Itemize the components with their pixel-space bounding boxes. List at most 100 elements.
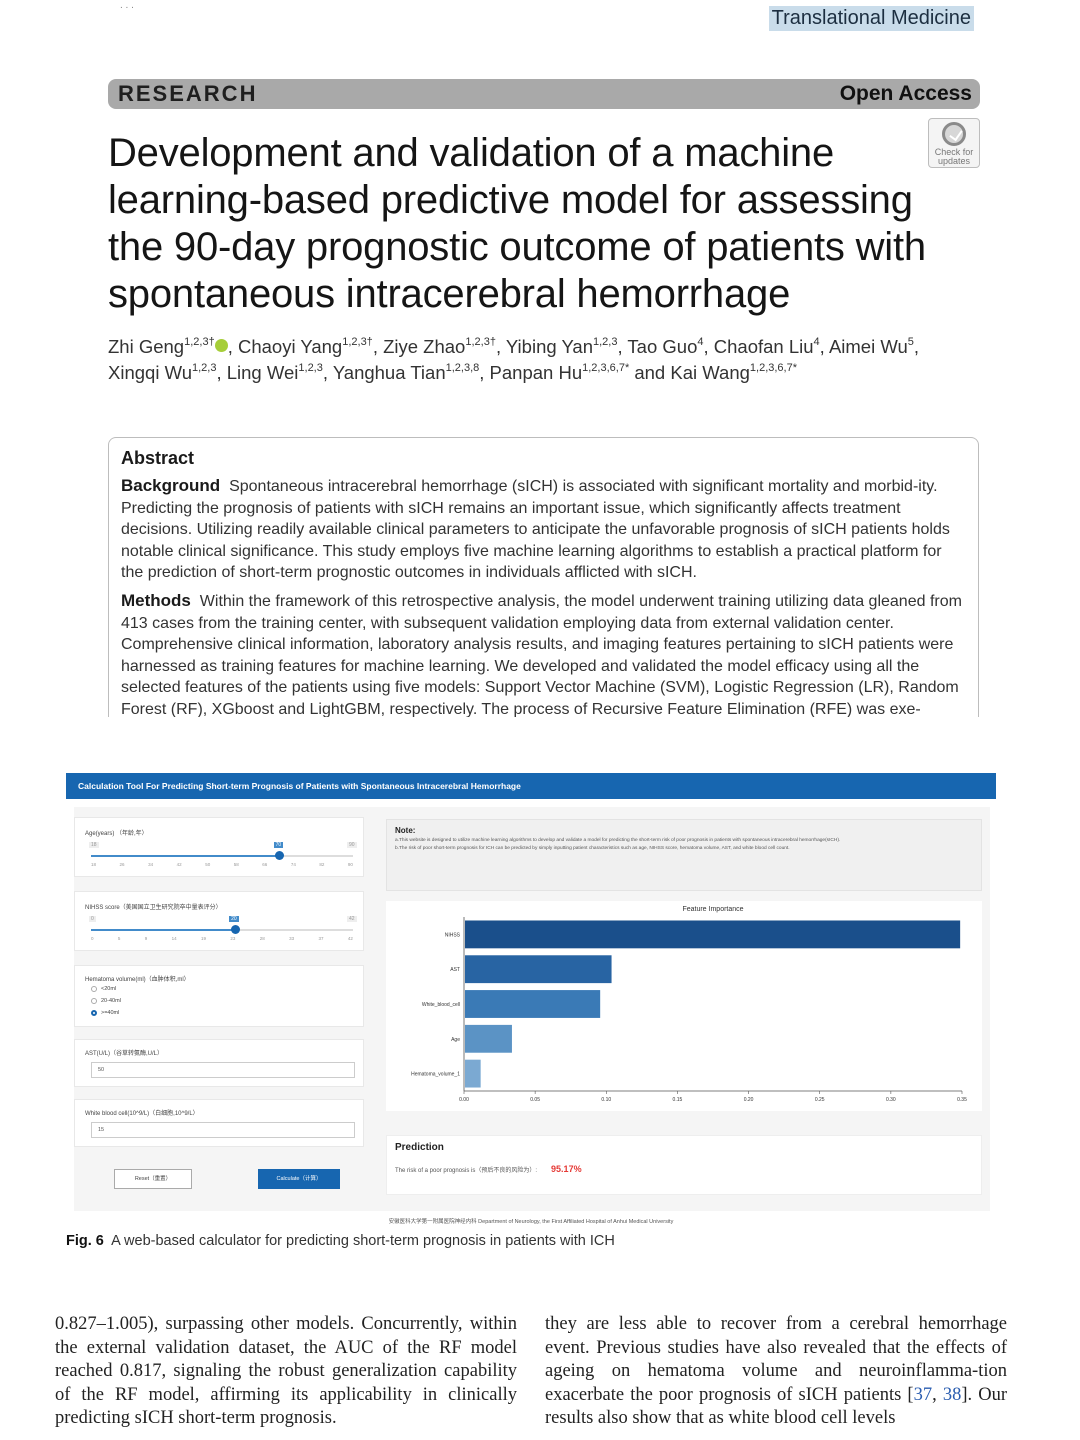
background-text: Spontaneous intracerebral hemorrhage (sI…	[121, 478, 950, 582]
section-label: RESEARCH	[118, 81, 258, 106]
author-name[interactable]: Tao Guo	[627, 336, 698, 357]
author-affiliation: 1,2,3	[593, 336, 618, 348]
methods-label: Methods	[121, 590, 191, 610]
author-name[interactable]: Zhi Geng	[108, 336, 185, 357]
orcid-icon[interactable]	[214, 339, 228, 352]
author-affiliation: 1,2,3†	[342, 336, 373, 348]
slider-tick: 42	[347, 936, 353, 941]
prediction-value: 95.17%	[551, 1164, 582, 1174]
slider-tick: 58	[233, 862, 239, 867]
check-updates-label: Check for updates	[934, 147, 974, 166]
chart-category-label: NIHSS	[445, 932, 461, 938]
wbc-card: White blood cell(10^9/L)（白细胞,10^9/L） 15	[74, 1099, 364, 1147]
calculator-body: Age(years) （年龄,年） 18 90 70 18 26 34 42 50 58 6…	[74, 807, 990, 1211]
author-affiliation: 5	[907, 336, 914, 348]
author-name[interactable]: Ziye Zhao	[383, 336, 466, 357]
chart-x-tick-label: 0.30	[886, 1097, 896, 1103]
article-title: Development and validation of a machine …	[108, 131, 926, 316]
slider-tick: 42	[176, 862, 182, 867]
abstract-box: Abstract Background Spontaneous intracer…	[108, 437, 979, 717]
hematoma-option-label: <20ml	[101, 986, 117, 992]
chart-bar	[465, 990, 601, 1018]
note-box: Note: a.This website is designed to util…	[386, 819, 982, 891]
author-affiliation: 1,2,3†	[465, 336, 496, 348]
prediction-heading: Prediction	[395, 1142, 444, 1153]
note-heading: Note:	[395, 826, 416, 835]
chart-x-tick-label: 0.20	[744, 1097, 754, 1103]
nihss-ticks: 0 5 9 14 19 23 28 33 37 42	[91, 936, 353, 942]
reset-button[interactable]: Reset（重置）	[114, 1169, 192, 1189]
author-name[interactable]: Xingqi Wu	[108, 362, 192, 383]
author-name[interactable]: Chaoyi Yang	[237, 336, 343, 357]
author-name[interactable]: Aimei Wu	[828, 336, 908, 357]
calculator-app-title: Calculation Tool For Predicting Short-te…	[66, 773, 996, 799]
author-name[interactable]: Ling Wei	[226, 362, 299, 383]
slider-tick: 66	[262, 862, 268, 867]
wbc-label: White blood cell(10^9/L)（白细胞,10^9/L）	[85, 1111, 199, 1117]
author-affiliation: 1,2,3†	[184, 336, 215, 348]
caption-label: Fig. 6	[66, 1233, 104, 1249]
feature-importance-chart-area: Feature Importance NIHSS AST White_blood_ce…	[386, 901, 982, 1111]
nihss-min: 0	[89, 916, 96, 922]
journal-name[interactable]: Translational Medicine	[768, 6, 974, 31]
hematoma-option[interactable]: >=40ml	[91, 1010, 119, 1016]
author-affiliation: 1,2,3	[298, 362, 323, 374]
hematoma-option[interactable]: 20-40ml	[91, 998, 121, 1004]
background-label: Background	[121, 476, 221, 495]
wbc-input[interactable]: 15	[91, 1122, 355, 1138]
note-b: b.The risk of poor short-term prognosis …	[395, 846, 790, 851]
age-label: Age(years) （年龄,年）	[85, 831, 148, 837]
chart-x-tick-label: 0.15	[673, 1097, 683, 1103]
radio-icon[interactable]	[91, 986, 97, 992]
nihss-slider-fill	[91, 929, 236, 931]
check-for-updates-badge[interactable]: Check for updates	[928, 118, 980, 168]
author-affiliation: 4	[813, 336, 820, 348]
body-column-left: 0.827–1.005), surpassing other models. C…	[55, 1314, 517, 1429]
author-affiliation: 1,2,3,6,7*	[749, 362, 797, 374]
body-right-text-2: ]. Our results also show that as white b…	[545, 1384, 1008, 1429]
age-card: Age(years) （年龄,年） 18 90 70 18 26 34 42 50 58 6…	[74, 817, 364, 877]
slider-tick: 82	[319, 862, 325, 867]
slider-tick: 9	[144, 936, 148, 941]
calculate-button[interactable]: Calculate（计算）	[258, 1169, 340, 1189]
ast-card: AST(U/L)（谷草转氨酶,U/L） 50	[74, 1039, 364, 1087]
age-slider-handle[interactable]	[275, 851, 285, 860]
radio-icon[interactable]	[91, 1010, 97, 1016]
check-updates-icon	[942, 122, 966, 146]
slider-tick: 74	[290, 862, 296, 867]
author-name[interactable]: Panpan Hu	[489, 362, 583, 383]
prediction-box: Prediction The risk of a poor prognosis …	[386, 1135, 982, 1195]
chart-title: Feature Importance	[682, 906, 743, 913]
age-max: 90	[347, 842, 357, 848]
slider-tick: 19	[201, 936, 207, 941]
hematoma-option-label: 20-40ml	[101, 998, 121, 1004]
hematoma-card: Hematoma volume(ml)（血肿体积,ml） <20ml 20-40m…	[74, 965, 364, 1027]
figure-caption: Fig. 6 A web-based calculator for predic…	[66, 1233, 615, 1249]
author-name[interactable]: Yanghua Tian	[332, 362, 446, 383]
author-name[interactable]: Kai Wang	[670, 362, 750, 383]
chart-x-tick-label: 0.25	[815, 1097, 825, 1103]
chart-bar	[465, 955, 612, 984]
slider-tick: 34	[148, 862, 154, 867]
reference-link-37[interactable]: 37	[913, 1384, 933, 1405]
ast-input[interactable]: 50	[91, 1062, 355, 1078]
feature-importance-chart: Feature Importance NIHSS AST White_blood_ce…	[411, 906, 967, 1103]
body-right-text-1: they are less able to recover from a cer…	[545, 1314, 1007, 1405]
nihss-max: 42	[347, 916, 357, 922]
nihss-label: NIHSS score（美国国立卫生研究院卒中量表评分）	[85, 905, 222, 911]
author-affiliation: 1,2,3,8	[445, 362, 480, 374]
author-name[interactable]: Yibing Yan	[505, 336, 593, 357]
age-slider-fill	[91, 855, 280, 857]
slider-tick: 50	[205, 862, 211, 867]
section-bar: RESEARCH Open Access	[108, 79, 980, 109]
hematoma-option[interactable]: <20ml	[91, 986, 116, 992]
radio-icon[interactable]	[91, 998, 97, 1004]
author-name[interactable]: Chaofan Liu	[713, 336, 814, 357]
nihss-slider-handle[interactable]	[230, 925, 240, 934]
nihss-card: NIHSS score（美国国立卫生研究院卒中量表评分） 0 42 20 0 5 9…	[74, 891, 364, 951]
chart-category-label: Hematoma_volume_1	[411, 1072, 460, 1078]
methods-text: Within the framework of this retrospecti…	[121, 592, 962, 717]
reference-link-38[interactable]: 38	[942, 1384, 962, 1405]
caption-text: A web-based calculator for predicting sh…	[111, 1233, 615, 1249]
chart-category-label: Age	[451, 1037, 460, 1043]
